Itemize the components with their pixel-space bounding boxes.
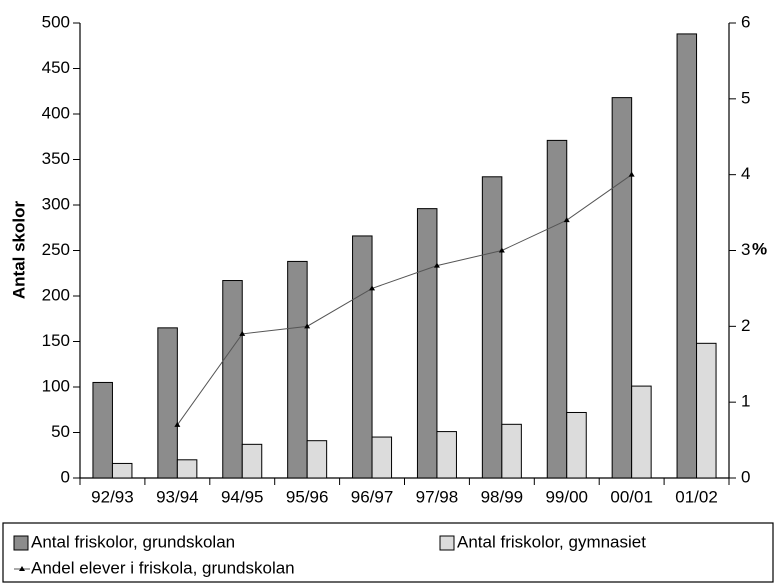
y-tick-label: 150: [42, 331, 70, 350]
bar: [696, 342, 717, 479]
bar: [611, 97, 633, 479]
marker: [628, 171, 635, 177]
bar: [436, 431, 457, 479]
bar: [566, 411, 587, 479]
x-tick-label: 93/94: [156, 487, 199, 506]
y-tick-label: 500: [42, 12, 70, 31]
y-tick-label: 250: [42, 240, 70, 259]
y-tick-label: 350: [42, 149, 70, 168]
x-tick-label: 99/00: [545, 487, 588, 506]
x-tick-label: 98/99: [481, 487, 524, 506]
bar: [546, 139, 568, 479]
bar: [631, 385, 652, 479]
line: [176, 174, 632, 426]
x-tick-label: 92/93: [91, 487, 134, 506]
y-tick-label: 100: [42, 376, 70, 395]
bar: [481, 176, 503, 479]
legend-label: Antal friskolor, grundskolan: [31, 532, 235, 551]
x-tick-label: 95/96: [286, 487, 329, 506]
marker: [174, 421, 181, 427]
bar: [501, 423, 522, 479]
y2-tick-label: 4: [741, 164, 750, 183]
x-tick-label: 00/01: [610, 487, 653, 506]
x-tick-label: 96/97: [351, 487, 394, 506]
y2-tick-label: 2: [741, 316, 750, 335]
bar: [176, 459, 198, 479]
x-tick-label: 01/02: [675, 487, 718, 506]
x-tick-label: 94/95: [221, 487, 264, 506]
bar: [306, 440, 328, 479]
legend-swatch: [13, 535, 29, 551]
legend-label: Antal friskolor, gymnasiet: [457, 532, 646, 551]
y2-tick-label: 6: [741, 12, 750, 31]
bar: [92, 381, 113, 479]
bar: [222, 280, 243, 479]
marker: [304, 323, 311, 329]
y2-tick-label: 1: [741, 392, 750, 411]
x-tick-label: 97/98: [416, 487, 459, 506]
y-tick-label: 300: [42, 194, 70, 213]
marker: [239, 330, 246, 336]
y2-tick-label: 3: [741, 240, 750, 259]
legend-swatch: [19, 566, 25, 571]
bar: [287, 260, 308, 479]
marker: [498, 247, 505, 253]
y2-axis-label: %: [752, 239, 767, 258]
bar: [416, 208, 438, 479]
y-tick-label: 200: [42, 285, 70, 304]
y-tick-label: 50: [51, 422, 70, 441]
bar: [371, 436, 393, 479]
y-axis-label: Antal skolor: [9, 201, 28, 300]
legend-box: [2, 522, 774, 583]
y-tick-label: 450: [42, 58, 70, 77]
bar: [111, 462, 133, 479]
legend-label: Andel elever i friskola, grundskolan: [31, 558, 295, 577]
y-tick-label: 400: [42, 103, 70, 122]
marker: [369, 285, 376, 291]
y-tick-label: 0: [61, 467, 70, 486]
bar: [241, 443, 263, 479]
y2-tick-label: 5: [741, 88, 750, 107]
bar: [352, 235, 373, 479]
bar: [676, 33, 698, 479]
legend-swatch: [439, 535, 455, 551]
y2-tick-label: 0: [741, 467, 750, 486]
marker: [433, 262, 440, 268]
bar: [157, 327, 178, 479]
marker: [563, 217, 570, 223]
